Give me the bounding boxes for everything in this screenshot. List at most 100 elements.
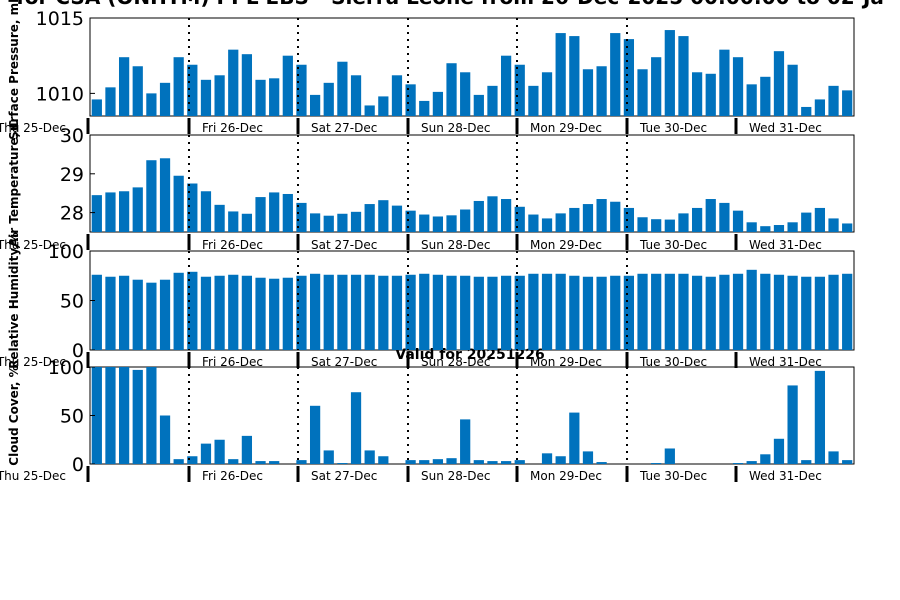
bar <box>541 72 553 116</box>
bar <box>732 463 744 464</box>
day-label: Thu 25-Dec <box>0 355 66 369</box>
bar <box>514 206 525 232</box>
bar <box>678 273 689 350</box>
bar <box>419 100 430 116</box>
day-label: Mon 29-Dec <box>530 355 602 369</box>
bar <box>637 69 648 116</box>
bar <box>118 275 130 350</box>
bar <box>228 274 239 350</box>
plot-frame-0 <box>89 17 855 117</box>
y-tick-label: 100 <box>48 241 84 263</box>
bar <box>296 64 307 116</box>
day-label: Fri 26-Dec <box>202 121 263 135</box>
bar <box>460 209 471 232</box>
y-tick-label: 28 <box>60 203 84 225</box>
valid-label: Valid for 20251226 <box>395 347 544 363</box>
bar <box>651 219 662 232</box>
bar <box>159 82 171 116</box>
bar <box>323 215 334 232</box>
bar <box>146 367 157 464</box>
bar <box>582 276 594 350</box>
bar <box>814 276 826 350</box>
bar <box>678 213 689 232</box>
bar <box>146 282 157 350</box>
bar <box>555 456 566 464</box>
bar <box>269 78 280 116</box>
day-label: Sat 27-Dec <box>311 121 377 135</box>
day-label: Mon 29-Dec <box>530 238 602 252</box>
bar <box>214 204 225 232</box>
bar <box>378 275 389 350</box>
bar <box>623 39 635 116</box>
bar <box>746 269 757 350</box>
bar <box>514 275 525 350</box>
bar <box>623 275 635 350</box>
day-label: Wed 31-Dec <box>749 121 822 135</box>
bar <box>405 84 416 116</box>
bar <box>255 79 266 116</box>
bar <box>105 87 116 116</box>
bar <box>228 211 239 232</box>
day-label: Tue 30-Dec <box>639 355 707 369</box>
bar <box>432 91 444 116</box>
day-label: Fri 26-Dec <box>202 238 263 252</box>
day-label: Wed 31-Dec <box>749 355 822 369</box>
bar <box>842 273 853 350</box>
bar <box>187 64 198 116</box>
bar <box>255 461 266 464</box>
bar <box>364 105 375 116</box>
bar <box>814 99 826 116</box>
bar <box>269 278 280 350</box>
bar <box>664 273 675 350</box>
bar <box>569 36 580 117</box>
bar <box>419 273 430 350</box>
bar <box>760 273 771 350</box>
bar <box>555 273 566 350</box>
bar <box>828 218 839 232</box>
bar <box>596 462 607 464</box>
bar <box>187 271 198 350</box>
bar <box>323 82 334 116</box>
y-tick-label: 0 <box>72 454 84 476</box>
bar <box>446 63 457 116</box>
y-axis-label: Relative Humidity,% <box>7 232 21 369</box>
bar <box>337 274 348 350</box>
bar <box>269 461 280 464</box>
bar <box>664 448 675 464</box>
bar <box>760 76 771 116</box>
bar <box>732 273 744 350</box>
bar <box>187 183 198 232</box>
bar <box>391 205 403 232</box>
bar <box>132 279 143 350</box>
y-tick-label: 1015 <box>36 8 84 30</box>
bar <box>773 438 785 464</box>
bar <box>719 202 730 232</box>
day-label: Tue 30-Dec <box>639 238 707 252</box>
day-label: Wed 31-Dec <box>749 238 822 252</box>
bar <box>760 226 771 232</box>
bar <box>473 276 484 350</box>
day-label: Thu 25-Dec <box>0 469 66 483</box>
day-label: Sat 27-Dec <box>311 469 377 483</box>
bar <box>309 94 321 116</box>
bar <box>173 459 184 464</box>
bar <box>323 274 334 350</box>
bar <box>746 84 757 116</box>
bar <box>691 207 703 232</box>
bar <box>705 199 716 232</box>
bar <box>664 219 675 232</box>
bar <box>746 222 757 232</box>
bar <box>446 275 457 350</box>
bar <box>460 275 471 350</box>
bar <box>350 211 362 232</box>
bar <box>732 57 744 116</box>
bar <box>637 273 648 350</box>
bar <box>842 223 853 232</box>
bar <box>732 210 744 232</box>
bar <box>146 93 157 116</box>
bar <box>378 456 389 464</box>
y-axis-label: Surface Pressure, mb <box>7 0 21 140</box>
day-label: Mon 29-Dec <box>530 469 602 483</box>
bar <box>691 275 703 350</box>
bar <box>159 158 171 232</box>
